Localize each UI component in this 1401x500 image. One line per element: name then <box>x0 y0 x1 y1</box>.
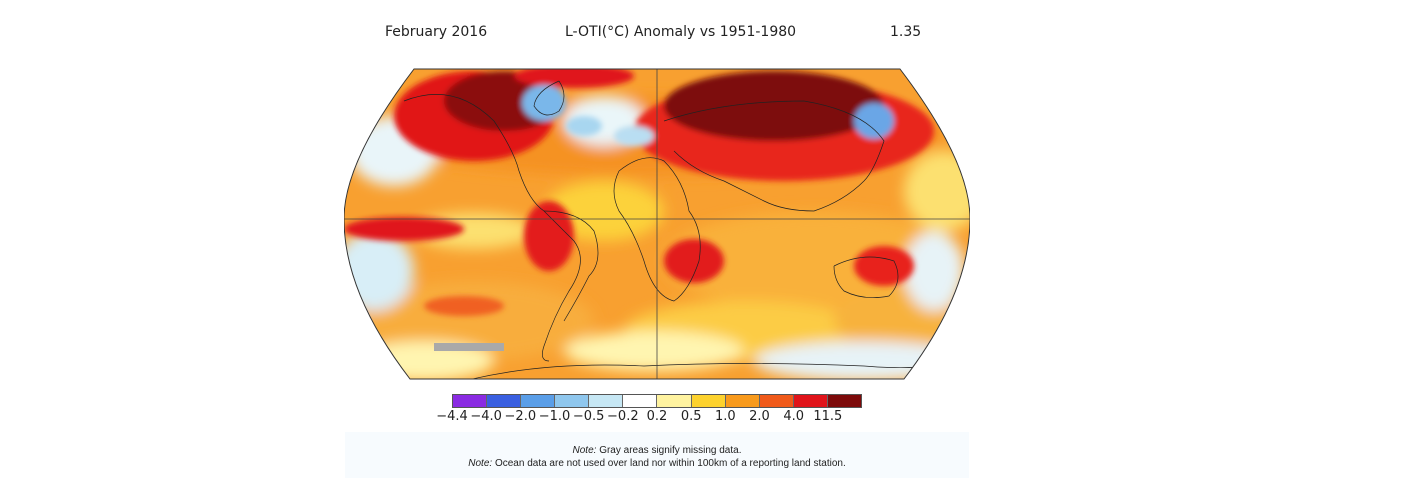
graticule <box>344 69 970 379</box>
colorbar-swatch <box>555 395 590 407</box>
notes: Note: Gray areas signify missing data. N… <box>345 432 969 478</box>
colorbar-swatch <box>827 395 861 407</box>
globe-outline <box>344 68 970 380</box>
map-title: L-OTI(°C) Anomaly vs 1951-1980 <box>565 24 797 40</box>
header: February 2016 L-OTI(°C) Anomaly vs 1951-… <box>340 24 974 46</box>
colorbar-swatch <box>521 395 556 407</box>
colorbar-tick-label: −2.0 <box>504 409 537 424</box>
colorbar-swatch <box>793 395 828 407</box>
colorbar-tick-label: 0.2 <box>646 409 668 424</box>
colorbar-swatch <box>691 395 726 407</box>
colorbar-tick-label: 1.0 <box>714 409 736 424</box>
colorbar-tick-label: −4.4 <box>436 409 468 424</box>
period-label: February 2016 <box>385 24 488 40</box>
colorbar-swatch <box>487 395 522 407</box>
colorbar-swatch <box>453 395 488 407</box>
colorbar-swatch <box>657 395 692 407</box>
colorbar-tick-label: −0.5 <box>572 409 605 424</box>
colorbar-swatch <box>623 395 658 407</box>
note-ocean-data: Note: Ocean data are not used over land … <box>468 458 846 469</box>
colorbar-tick-label: 0.5 <box>680 409 702 424</box>
colorbar-swatch <box>725 395 760 407</box>
colorbar-tick-label: 2.0 <box>749 409 770 424</box>
colorbar <box>452 394 862 408</box>
colorbar-tick-label: 11.5 <box>813 409 843 424</box>
figure-panel: February 2016 L-OTI(°C) Anomaly vs 1951-… <box>340 14 974 484</box>
colorbar-tick-label: −0.2 <box>607 409 639 424</box>
note-missing-data: Note: Gray areas signify missing data. <box>572 445 742 456</box>
colorbar-tick-label: −1.0 <box>538 409 571 424</box>
colorbar-tick-label: 4.0 <box>783 409 804 424</box>
colorbar-swatch <box>589 395 624 407</box>
colorbar-tick-label: −4.0 <box>470 409 502 424</box>
global-mean-value: 1.35 <box>890 24 922 40</box>
colorbar-ticks: −4.4 −4.0 −2.0 −1.0 −0.5 −0.2 0.2 0.5 1.0 2.0 4.0 1… <box>434 409 884 425</box>
colorbar-swatch <box>759 395 794 407</box>
map-field <box>344 69 970 379</box>
anomaly-map <box>344 68 970 380</box>
